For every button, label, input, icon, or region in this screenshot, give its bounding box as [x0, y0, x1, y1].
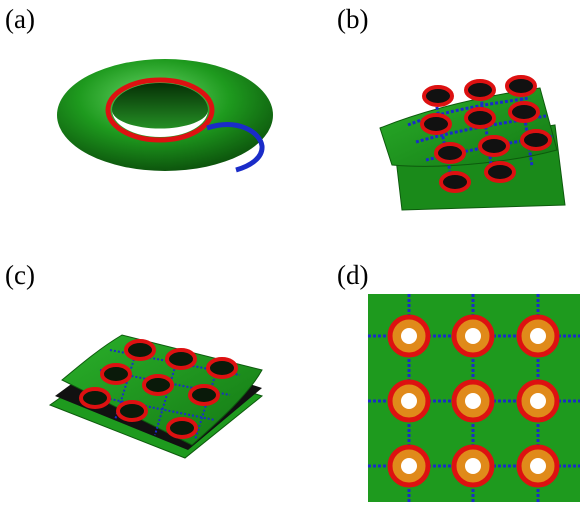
top-view-grid-diagram [368, 294, 580, 502]
red-cycle [105, 77, 215, 143]
two-layer-surface-diagram [379, 75, 566, 211]
panel-d-label: (d) [337, 260, 369, 290]
blue-cycle [206, 122, 265, 173]
torus-diagram [57, 59, 273, 173]
panel-c-label: (c) [5, 260, 35, 290]
panel-b-label: (b) [337, 4, 369, 34]
stacked-layers-diagram [48, 334, 264, 459]
panel-a-label: (a) [5, 4, 35, 34]
